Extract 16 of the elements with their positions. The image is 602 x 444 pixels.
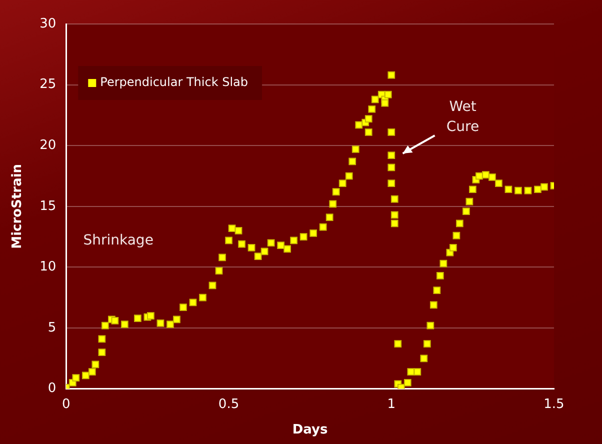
annotation: Shrinkage xyxy=(83,232,154,249)
y-axis-title: MicroStrain xyxy=(10,164,26,249)
annotation: Wet Cure xyxy=(446,99,480,136)
x-tick-label: 1.5 xyxy=(544,396,564,412)
y-tick-label: 15 xyxy=(40,198,56,214)
x-tick-label: 1 xyxy=(387,396,396,412)
x-axis-title: Days xyxy=(292,422,328,438)
y-tick-label: 30 xyxy=(40,16,56,32)
y-tick-label: 10 xyxy=(40,260,56,275)
x-tick-label: 0 xyxy=(62,396,70,412)
y-tick-label: 5 xyxy=(48,320,56,336)
x-tick-label: 0.5 xyxy=(218,396,240,412)
legend-label: Perpendicular Thick Slab xyxy=(100,75,248,90)
y-tick-label: 25 xyxy=(40,77,56,92)
y-tick-label: 20 xyxy=(40,138,56,153)
y-tick-label: 0 xyxy=(48,381,56,396)
